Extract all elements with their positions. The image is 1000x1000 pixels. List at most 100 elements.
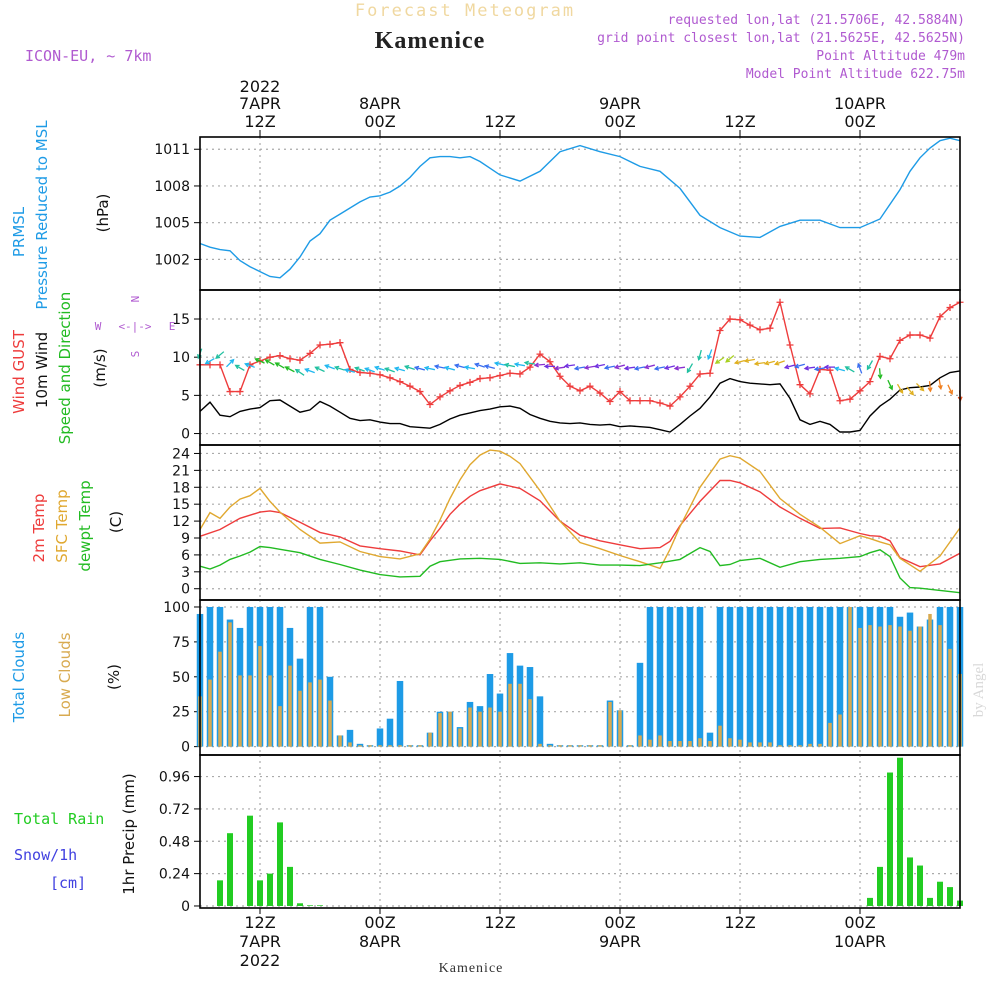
wind10-label: 10m Wind: [33, 332, 51, 408]
wind-arrow: [896, 383, 904, 394]
bar-total-clouds: [776, 606, 784, 747]
bar-low-clouds: [478, 711, 482, 747]
y-tick-label: 18: [172, 480, 190, 496]
top-time-label: 00Z: [364, 112, 395, 131]
gust-marker: [896, 336, 904, 344]
bar-low-clouds: [828, 722, 832, 747]
bar-total-rain: [227, 833, 233, 906]
y-tick-label: 0: [181, 582, 190, 598]
gust-marker: [606, 397, 614, 405]
wind-arrow: [574, 366, 586, 370]
wind-arrow: [385, 367, 395, 373]
bar-total-rain: [947, 887, 953, 906]
gust-marker: [636, 397, 644, 405]
wind-arrow: [395, 367, 405, 372]
wind-arrow: [265, 359, 275, 366]
wind-arrow: [754, 361, 766, 365]
wind-arrow-head: [463, 365, 470, 371]
bar-total-rain: [887, 772, 893, 906]
y-tick-label: 6: [181, 548, 190, 564]
wind-arrow: [715, 356, 725, 364]
wind-arrow: [315, 366, 325, 373]
wind-arrow: [514, 363, 526, 367]
point-altitude: Point Altitude 479m: [816, 49, 965, 64]
gust-marker: [426, 401, 434, 409]
gust-marker: [736, 316, 744, 324]
wind-arrow-head: [866, 365, 872, 371]
wind-arrow-head: [473, 362, 480, 368]
wind-arrow-head: [413, 365, 420, 371]
bar-low-clouds: [518, 683, 522, 747]
panels: 1002100510081011051015036912151821240255…: [154, 136, 964, 915]
bar-low-clouds: [898, 626, 902, 747]
wind-arrow: [375, 366, 385, 371]
wind-arrow: [215, 351, 225, 359]
y-tick-label: 0.48: [159, 834, 190, 850]
bar-low-clouds: [778, 745, 782, 747]
wind-arrow: [686, 363, 694, 373]
wind-arrow-head: [653, 365, 660, 371]
wind-arrow: [775, 360, 785, 365]
bar-low-clouds: [418, 745, 422, 747]
bar-total-clouds: [696, 606, 704, 747]
wind-arrow: [464, 366, 476, 370]
wind-arrow-head: [234, 364, 240, 370]
gust-marker: [466, 378, 474, 386]
wind-arrow-head: [844, 366, 850, 371]
y-tick-label: 0: [181, 740, 190, 756]
wind-arrow-head: [927, 387, 933, 393]
y-tick-label: 9: [181, 531, 190, 547]
gust-marker: [836, 397, 844, 405]
wind-ylabel: (m/s): [91, 348, 109, 387]
panel-frame: [199, 599, 961, 756]
wind-arrow: [866, 360, 874, 370]
wind-arrow: [455, 364, 465, 369]
bar-total-rain: [267, 873, 273, 906]
bar-low-clouds: [858, 627, 862, 747]
gust-marker: [376, 371, 384, 379]
bar-total-rain: [287, 866, 293, 906]
top-time-label: 7APR: [239, 94, 281, 113]
wind-arrow-head: [384, 367, 390, 372]
y-tick-label: 10: [172, 350, 190, 366]
top-time-label: 00Z: [604, 112, 635, 131]
wind-arrow-head: [423, 365, 430, 371]
wind-arrow: [615, 364, 625, 369]
total-clouds-label: Total Clouds: [10, 632, 28, 724]
top-time-label: 12Z: [244, 112, 275, 131]
bar-low-clouds: [258, 646, 262, 747]
line-10m-wind: [199, 370, 961, 433]
gust-marker: [226, 388, 234, 396]
wind-arrow-head: [563, 363, 570, 369]
y-tick-label: 25: [172, 705, 190, 721]
gust-marker: [436, 393, 444, 401]
bar-total-rain: [247, 815, 253, 906]
wind-arrow-head: [433, 364, 440, 370]
bar-low-clouds: [758, 742, 762, 747]
bar-total-clouds: [346, 729, 354, 747]
panel-wind: 0 5 10 15: [172, 289, 964, 446]
bar-total-rain: [257, 880, 263, 906]
bar-low-clouds: [788, 745, 792, 747]
compass-e: E: [169, 320, 176, 333]
bar-low-clouds: [928, 613, 932, 747]
wind-arrow: [405, 365, 415, 371]
wind-arrow-head: [533, 362, 539, 368]
bar-low-clouds: [358, 745, 362, 747]
gust-marker: [936, 313, 944, 321]
bar-low-clouds: [718, 725, 722, 747]
bottom-time-label: 10APR: [834, 932, 886, 951]
bar-total-clouds: [656, 606, 664, 747]
wind-arrow-head: [215, 354, 221, 359]
wind-arrow: [205, 357, 215, 365]
wind-arrow-head: [333, 365, 340, 371]
wind-arrow: [928, 381, 932, 392]
bar-total-rain: [927, 897, 933, 906]
wind-arrow-head: [294, 368, 300, 374]
bar-low-clouds: [568, 745, 572, 747]
top-time-label: 9APR: [599, 94, 641, 113]
wind-arrow-head: [774, 360, 780, 366]
wind-arrow: [325, 364, 335, 370]
wind-arrow: [524, 361, 536, 365]
